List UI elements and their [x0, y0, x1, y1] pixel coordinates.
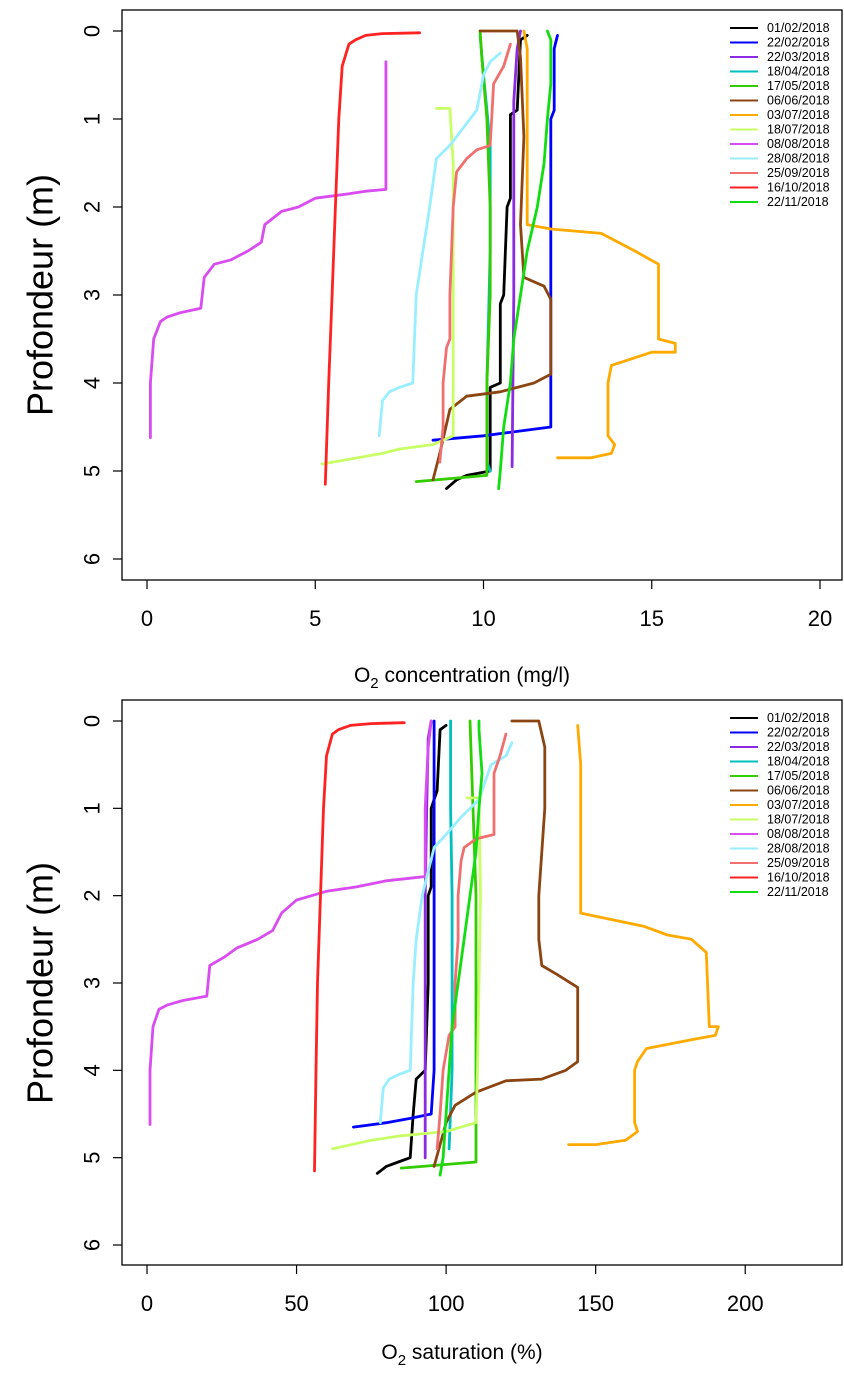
legend-label: 22/11/2018: [767, 195, 829, 209]
series-line-10: [378, 741, 514, 1125]
x-tick-label: 20: [808, 606, 832, 631]
x-tick-label: 5: [309, 606, 321, 631]
y-tick-label: 4: [80, 1064, 105, 1076]
legend-label: 18/07/2018: [767, 123, 830, 137]
x-tick-label: 150: [577, 1291, 614, 1316]
chart-panel-1: 0 5 10 15 20 0 1 2 3 4 5 6 Profondeur (m) O2 concentr…: [20, 9, 843, 692]
legend-label: 01/02/2018: [767, 21, 830, 35]
y-tick-label: 2: [80, 890, 105, 902]
legend-label: 08/08/2018: [767, 827, 830, 841]
legend-label: 17/05/2018: [767, 79, 830, 93]
legend-label: 25/09/2018: [767, 166, 830, 180]
series-line-9: [148, 60, 388, 440]
y-axis-title: Profondeur (m): [20, 862, 61, 1104]
x-tick-label: 0: [141, 606, 153, 631]
series-line-5: [399, 719, 478, 1170]
x-tick-label: 100: [428, 1291, 465, 1316]
y-tick-label: 0: [80, 715, 105, 727]
series-line-7: [567, 724, 720, 1146]
y-tick-label: 5: [80, 1152, 105, 1164]
y-tick-label: 3: [80, 977, 105, 989]
series-line-6: [432, 719, 580, 1168]
x-tick-label: 200: [727, 1291, 764, 1316]
y-axis-title: Profondeur (m): [20, 174, 61, 416]
x-tick-label: 0: [141, 1291, 153, 1316]
y-tick-label: 3: [80, 289, 105, 301]
series-line-8: [330, 796, 482, 1151]
y-tick-label: 1: [80, 113, 105, 125]
legend-label: 22/03/2018: [767, 740, 830, 754]
y-tick-label: 0: [80, 25, 105, 37]
legend-label: 22/02/2018: [767, 36, 830, 50]
series-line-1: [445, 34, 529, 491]
legend-label: 22/11/2018: [767, 885, 829, 899]
legend-label: 03/07/2018: [767, 798, 830, 812]
series-line-8: [320, 107, 455, 466]
x-axis-title: O2 concentration (mg/l): [354, 664, 570, 692]
series-line-11: [438, 42, 512, 464]
series-line-2: [351, 719, 436, 1129]
legend-label: 16/10/2018: [767, 871, 830, 885]
y-tick-label: 6: [80, 553, 105, 565]
y-tick-label: 4: [80, 377, 105, 389]
legend-label: 22/03/2018: [767, 50, 830, 64]
series-line-13: [497, 29, 553, 491]
plot-frame: [121, 9, 843, 581]
x-tick-label: 10: [471, 606, 495, 631]
series-line-10: [377, 51, 502, 438]
series-line-2: [431, 34, 559, 442]
legend-label: 22/02/2018: [767, 726, 830, 740]
legend-label: 17/05/2018: [767, 769, 830, 783]
x-axis-title: O2 saturation (%): [381, 1341, 542, 1369]
legend-label: 18/04/2018: [767, 755, 830, 769]
legend-label: 28/08/2018: [767, 842, 830, 856]
series-line-5: [414, 29, 492, 484]
legend-label: 06/06/2018: [767, 784, 830, 798]
series-line-7: [522, 29, 677, 460]
series-line-11: [435, 732, 508, 1151]
y-tick-label: 1: [80, 802, 105, 814]
chart-panel-2: 0 50 100 150 200 0 1 2 3 4 5 6 Profondeur (m) O2 satu…: [20, 699, 843, 1369]
legend-label: 28/08/2018: [767, 152, 830, 166]
series-line-12: [323, 31, 422, 486]
series-line-9: [148, 719, 433, 1126]
legend-label: 08/08/2018: [767, 137, 830, 151]
x-tick-label: 15: [640, 606, 664, 631]
legend-label: 06/06/2018: [767, 94, 830, 108]
legend-label: 03/07/2018: [767, 108, 830, 122]
legend-label: 18/07/2018: [767, 813, 830, 827]
x-tick-label: 50: [284, 1291, 308, 1316]
y-tick-label: 2: [80, 201, 105, 213]
legend-label: 01/02/2018: [767, 711, 830, 725]
legend-label: 25/09/2018: [767, 856, 830, 870]
series-line-12: [313, 721, 406, 1173]
series-line-4: [447, 719, 454, 1151]
series-line-13: [438, 719, 484, 1177]
y-tick-label: 6: [80, 1239, 105, 1251]
series-line-1: [375, 724, 448, 1175]
legend-label: 16/10/2018: [767, 181, 830, 195]
legend-label: 18/04/2018: [767, 65, 830, 79]
y-tick-label: 5: [80, 465, 105, 477]
series-line-6: [431, 29, 553, 482]
